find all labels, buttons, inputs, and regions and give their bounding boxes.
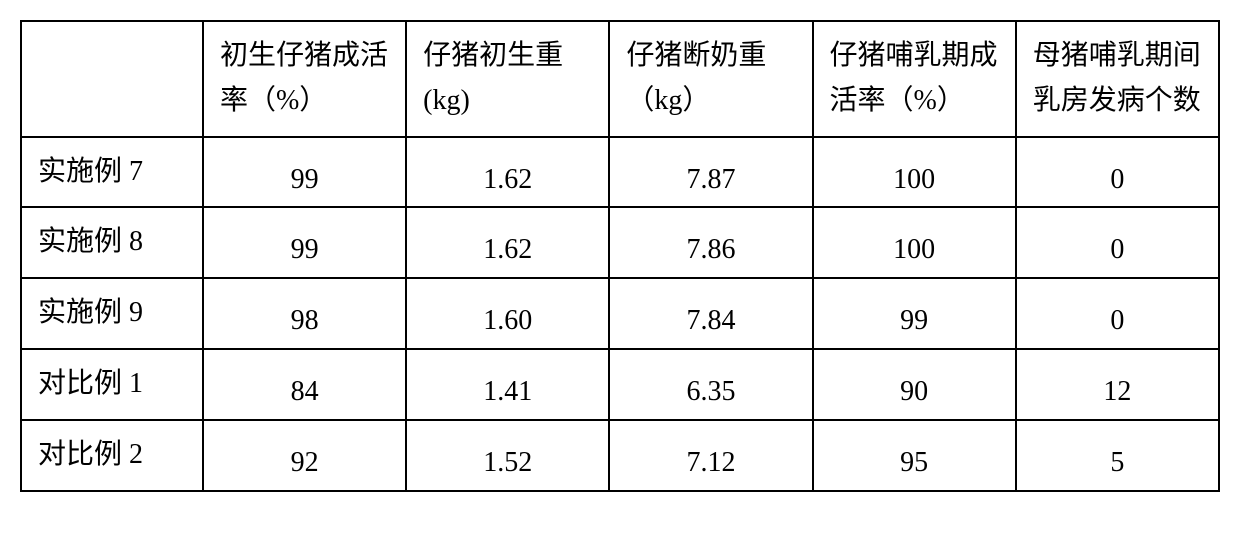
cell: 92 [203, 420, 406, 491]
cell: 1.41 [406, 349, 609, 420]
cell: 99 [203, 207, 406, 278]
cell: 1.62 [406, 137, 609, 208]
cell: 99 [203, 137, 406, 208]
cell: 0 [1016, 278, 1219, 349]
header-col-4: 仔猪哺乳期成活率（%） [813, 21, 1016, 137]
table-row: 对比例 2 92 1.52 7.12 95 5 [21, 420, 1219, 491]
table-row: 实施例 9 98 1.60 7.84 99 0 [21, 278, 1219, 349]
table-row: 对比例 1 84 1.41 6.35 90 12 [21, 349, 1219, 420]
header-col-3: 仔猪断奶重（kg） [609, 21, 812, 137]
header-row: 初生仔猪成活率（%） 仔猪初生重(kg) 仔猪断奶重（kg） 仔猪哺乳期成活率（… [21, 21, 1219, 137]
table-row: 实施例 8 99 1.62 7.86 100 0 [21, 207, 1219, 278]
data-table: 初生仔猪成活率（%） 仔猪初生重(kg) 仔猪断奶重（kg） 仔猪哺乳期成活率（… [20, 20, 1220, 492]
cell: 99 [813, 278, 1016, 349]
cell: 1.62 [406, 207, 609, 278]
cell: 5 [1016, 420, 1219, 491]
cell: 98 [203, 278, 406, 349]
row-label: 实施例 8 [21, 207, 203, 278]
cell: 12 [1016, 349, 1219, 420]
header-col-1: 初生仔猪成活率（%） [203, 21, 406, 137]
cell: 100 [813, 137, 1016, 208]
cell: 7.86 [609, 207, 812, 278]
table-row: 实施例 7 99 1.62 7.87 100 0 [21, 137, 1219, 208]
cell: 90 [813, 349, 1016, 420]
cell: 84 [203, 349, 406, 420]
cell: 7.12 [609, 420, 812, 491]
row-label: 实施例 9 [21, 278, 203, 349]
header-empty [21, 21, 203, 137]
row-label: 对比例 2 [21, 420, 203, 491]
cell: 0 [1016, 137, 1219, 208]
header-col-2: 仔猪初生重(kg) [406, 21, 609, 137]
cell: 100 [813, 207, 1016, 278]
cell: 95 [813, 420, 1016, 491]
cell: 1.60 [406, 278, 609, 349]
row-label: 实施例 7 [21, 137, 203, 208]
header-col-5: 母猪哺乳期间乳房发病个数 [1016, 21, 1219, 137]
cell: 7.87 [609, 137, 812, 208]
cell: 0 [1016, 207, 1219, 278]
cell: 6.35 [609, 349, 812, 420]
row-label: 对比例 1 [21, 349, 203, 420]
cell: 1.52 [406, 420, 609, 491]
cell: 7.84 [609, 278, 812, 349]
